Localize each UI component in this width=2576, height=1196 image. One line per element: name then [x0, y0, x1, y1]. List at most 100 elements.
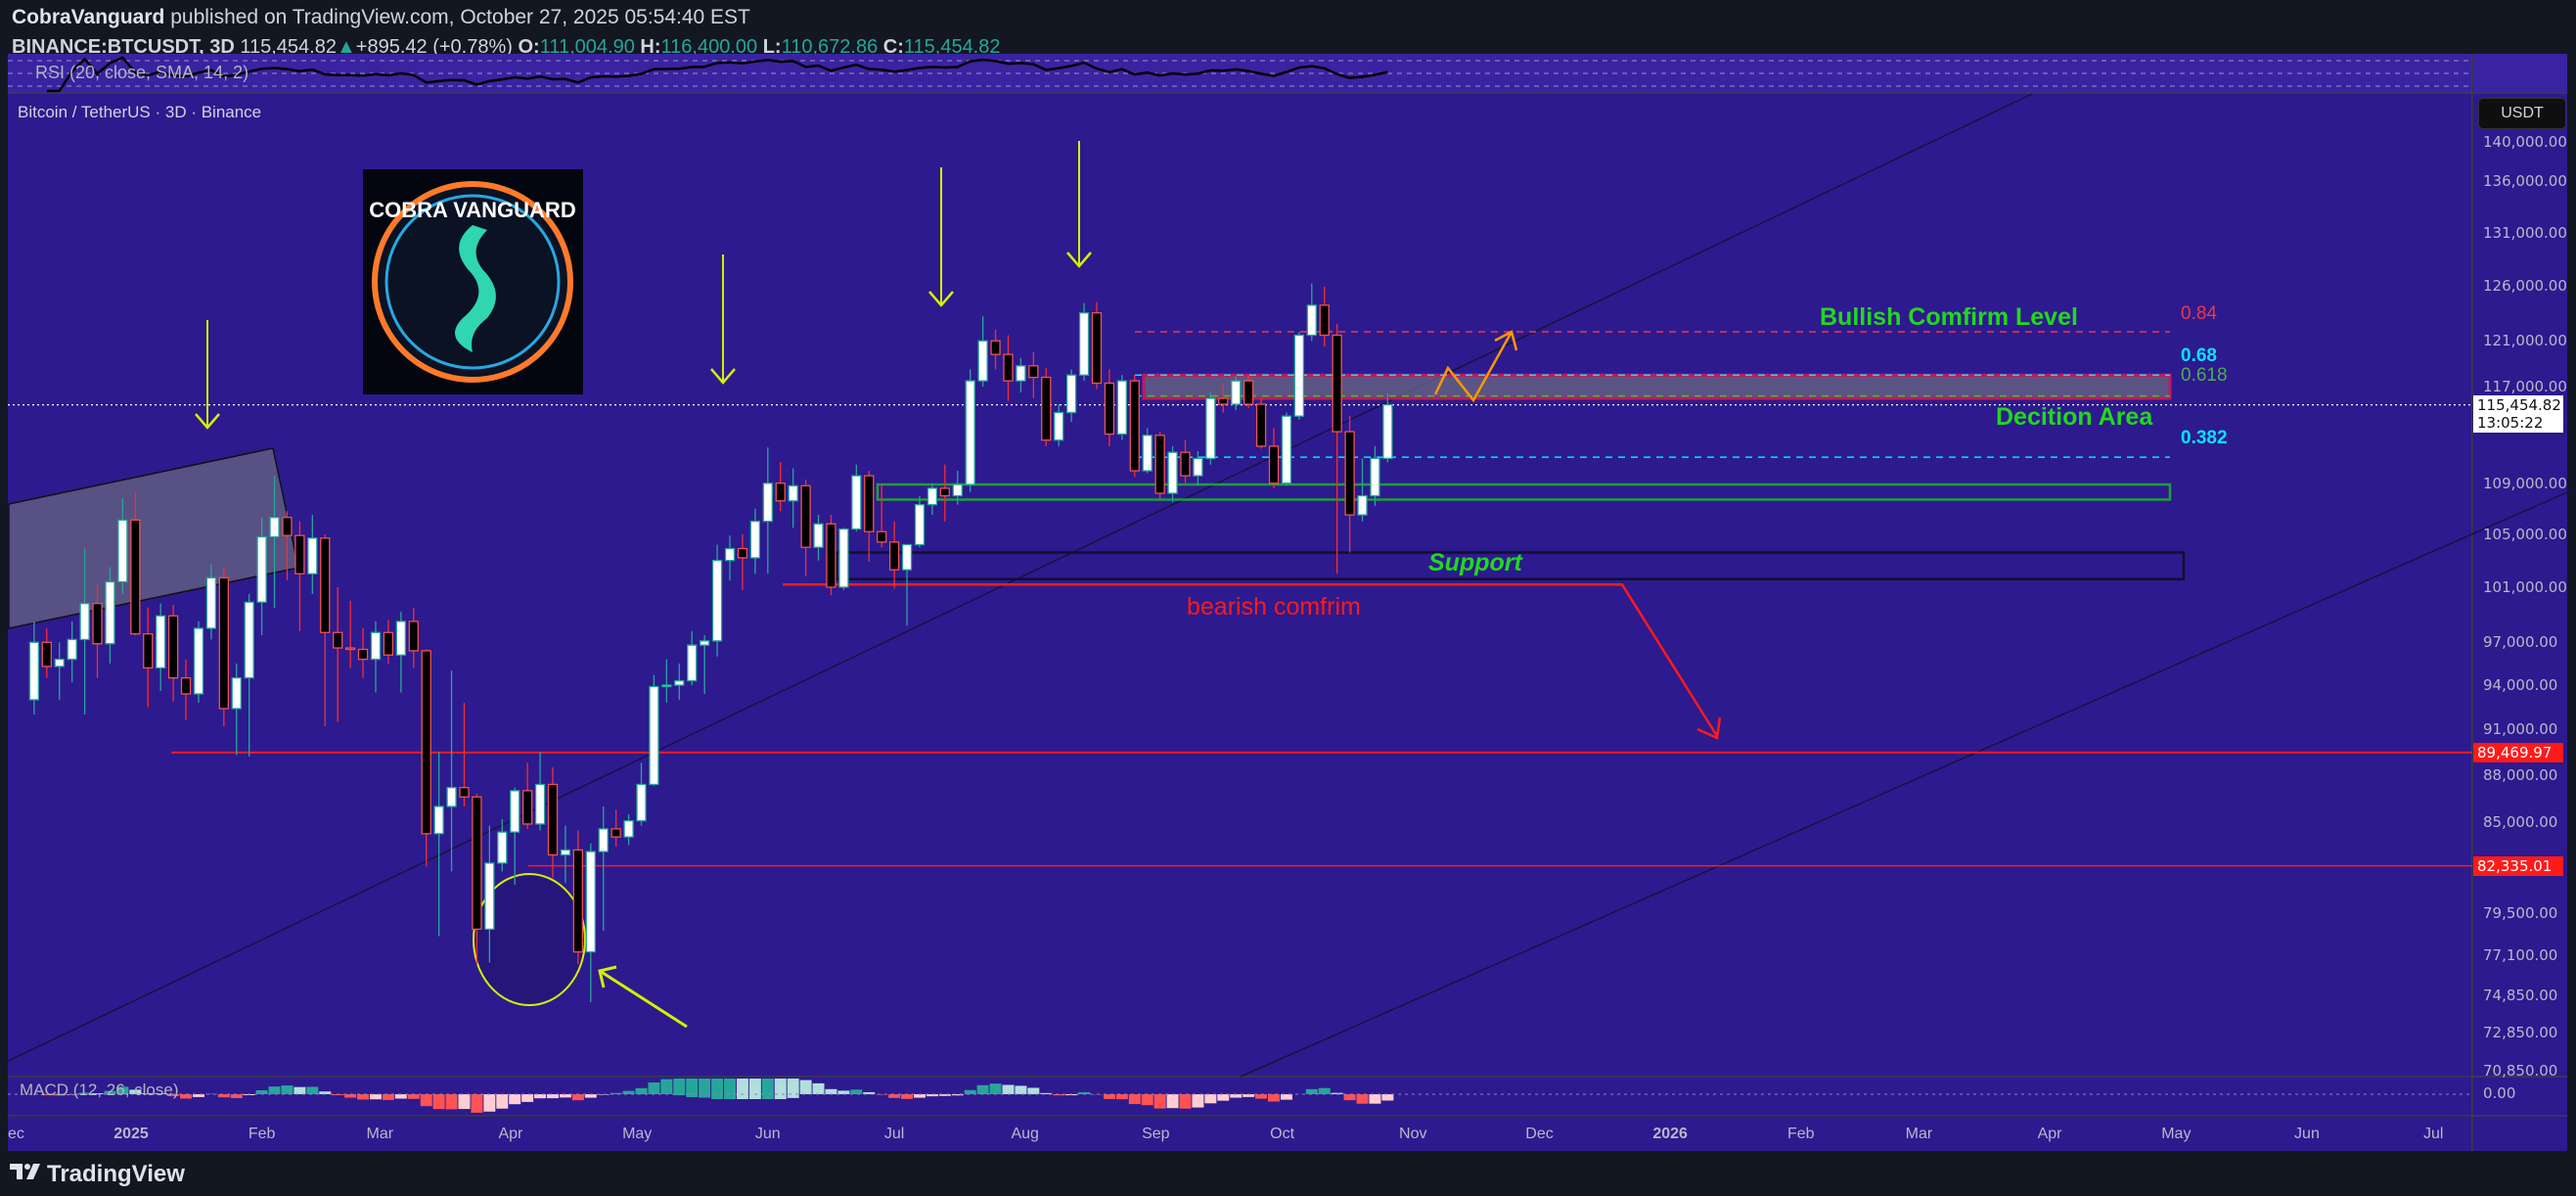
macd-bar	[584, 1094, 597, 1098]
time-tick: Jul	[883, 1126, 905, 1142]
macd-bar	[951, 1094, 964, 1096]
macd-bar	[1217, 1094, 1230, 1101]
macd-bar	[458, 1094, 471, 1110]
cobra-vanguard-logo: COBRA VANGUARD	[363, 169, 583, 394]
fib-068-label: 0.68	[2181, 345, 2217, 366]
macd-zero-label: 0.00	[2483, 1084, 2516, 1102]
macd-bar	[432, 1094, 445, 1110]
candle-down	[130, 519, 141, 635]
yellow-diagonal-arrow-icon	[599, 969, 688, 1029]
macd-bar	[863, 1091, 876, 1094]
candle-up	[1293, 334, 1305, 417]
macd-bar	[1356, 1094, 1369, 1104]
time-tick: 2026	[1652, 1126, 1688, 1142]
macd-bar	[559, 1094, 571, 1098]
macd-bar	[192, 1094, 204, 1097]
bullish-confirm-label: Bullish Comfirm Level	[1820, 303, 2078, 331]
macd-bar	[812, 1082, 825, 1094]
candle-up	[105, 580, 115, 645]
macd-bar	[306, 1086, 319, 1094]
macd-bar	[1369, 1094, 1381, 1104]
low-value: 110,672.86	[781, 36, 879, 58]
candle-down	[1028, 365, 1039, 379]
candle-up	[1370, 457, 1380, 497]
time-tick: Dec	[1525, 1126, 1554, 1142]
price-change: +895.42 (+0.78%)	[355, 36, 513, 58]
price-tick: 70,850.00	[2483, 1062, 2558, 1080]
rsi-label[interactable]: RSI (20, close, SMA, 14, 2)	[35, 63, 249, 82]
cobra-icon	[455, 225, 496, 352]
macd-bar	[926, 1094, 938, 1097]
currency-button[interactable]: USDT	[2478, 98, 2566, 129]
author-name[interactable]: CobraVanguard	[12, 6, 165, 28]
candle-up	[67, 638, 77, 661]
candle-up	[1193, 457, 1203, 477]
candle-up	[952, 483, 963, 497]
tradingview-logo[interactable]: TradingView	[10, 1161, 185, 1188]
candle-down	[990, 340, 1001, 355]
time-tick: Oct	[1270, 1126, 1295, 1142]
time-tick: Apr	[498, 1126, 523, 1142]
macd-bar	[53, 1094, 66, 1096]
candle-down	[357, 648, 369, 661]
macd-bar	[104, 1090, 116, 1094]
macd-bar	[837, 1090, 850, 1094]
candle-up	[1357, 494, 1368, 516]
candle-down	[408, 621, 419, 652]
candle-down	[320, 537, 331, 633]
candle-down	[877, 530, 887, 543]
candle-up	[79, 602, 90, 641]
macd-bar	[1065, 1094, 1078, 1096]
macd-label[interactable]: MACD (12, 26, close)	[20, 1081, 179, 1099]
candle-down	[888, 541, 900, 571]
candle-down	[775, 483, 786, 502]
candle-down	[92, 602, 103, 645]
macd-bar	[471, 1094, 483, 1113]
macd-bar	[648, 1081, 660, 1094]
time-tick: May	[2161, 1126, 2192, 1142]
macd-bar	[547, 1094, 559, 1099]
price-tick: 136,000.00	[2483, 172, 2567, 191]
highlight-ellipse	[473, 873, 586, 1006]
candle-down	[939, 487, 950, 497]
macd-bar	[268, 1086, 281, 1094]
candle-up	[510, 790, 520, 833]
macd-bar	[1381, 1094, 1394, 1101]
price-tick: 74,850.00	[2483, 987, 2558, 1005]
macd-bar	[622, 1090, 635, 1094]
candle-down	[421, 650, 431, 835]
candle-up	[1054, 411, 1064, 441]
candle-up	[269, 517, 280, 538]
candle-down	[459, 787, 470, 798]
candle-up	[851, 475, 862, 530]
macd-bar	[40, 1094, 53, 1096]
ohlc-legend: BINANCE:BTCUSDT, 3D 115,454.82▲+895.42 (…	[12, 36, 1001, 59]
publish-info: CobraVanguard published on TradingView.c…	[12, 6, 750, 29]
up-triangle-icon: ▲	[336, 36, 356, 58]
macd-bar	[1268, 1094, 1281, 1102]
macd-bar	[534, 1094, 547, 1099]
rsi-pane	[8, 54, 2472, 93]
projection-zigzag	[1433, 331, 1514, 403]
price-tick: 101,000.00	[2483, 577, 2567, 596]
candle-up	[54, 658, 65, 667]
candle-up	[977, 340, 988, 382]
green-zone	[876, 483, 2172, 501]
macd-bar	[1115, 1094, 1128, 1100]
macd-bar	[420, 1094, 432, 1107]
macd-bar	[1343, 1094, 1356, 1101]
macd-bar	[1305, 1088, 1318, 1094]
candle-up	[370, 631, 382, 661]
open-label: O:	[518, 36, 540, 58]
macd-bar	[1204, 1094, 1217, 1104]
price-tick: 85,000.00	[2483, 813, 2558, 832]
candle-down	[344, 647, 356, 651]
macd-bar	[1166, 1094, 1179, 1109]
candle-up	[231, 677, 242, 710]
macd-bar	[1128, 1094, 1141, 1105]
candle-up	[484, 862, 495, 931]
price-tick: 97,000.00	[2483, 633, 2558, 652]
candles	[28, 283, 1393, 1003]
macd-bar	[1040, 1092, 1053, 1094]
